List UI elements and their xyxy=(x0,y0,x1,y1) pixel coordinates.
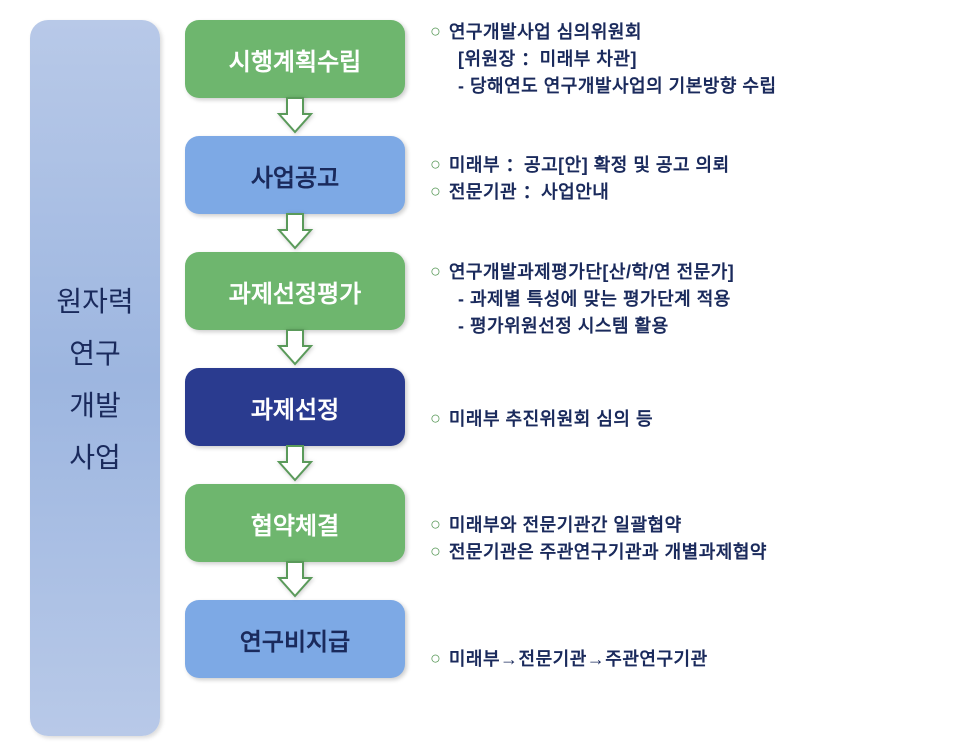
diagram-container: 원자력 연구 개발 사업 시행계획수립 사업공고 과제선정평가 과제선정 협약체… xyxy=(30,20,948,736)
desc-block-4: ○ 미래부 추진위원회 심의 등 xyxy=(430,380,948,458)
step-label: 연구비지급 xyxy=(240,622,350,657)
desc-block-1: ○ 연구개발사업 심의위원회 [위원장 ：미래부 차관] - 당해연도 연구개발사… xyxy=(430,20,948,98)
step-label: 과제선정평가 xyxy=(229,274,361,309)
bullet-icon: ○ xyxy=(430,512,441,537)
step-box-5: 협약체결 xyxy=(185,484,405,562)
sidebar-title-box: 원자력 연구 개발 사업 xyxy=(30,20,160,736)
desc-block-6: ○ 미래부→전문기관→주관연구기관 xyxy=(430,620,948,698)
bullet-icon: ○ xyxy=(430,259,441,284)
desc-sub: - 평가위원선정 시스템 활용 xyxy=(430,313,948,340)
step-box-2: 사업공고 xyxy=(185,136,405,214)
desc-block-2: ○ 미래부 ：공고[안] 확정 및 공고 의뢰 ○ 전문기관 ：사업안내 xyxy=(430,140,948,218)
bullet-icon: ○ xyxy=(430,406,441,431)
arrow-down-icon xyxy=(275,96,315,138)
desc-line: ○ 전문기관 ：사업안내 xyxy=(430,179,948,206)
desc-text: 연구개발과제평가단[산/학/연 전문가] xyxy=(449,259,734,286)
arrow-down-icon xyxy=(275,212,315,254)
arrow-down-icon xyxy=(275,444,315,486)
bullet-icon: ○ xyxy=(430,152,441,177)
desc-sub: [위원장 ：미래부 차관] xyxy=(430,46,948,73)
description-column: ○ 연구개발사업 심의위원회 [위원장 ：미래부 차관] - 당해연도 연구개발사… xyxy=(430,20,948,736)
desc-line: ○ 미래부→전문기관→주관연구기관 xyxy=(430,646,948,673)
desc-text: 미래부와 전문기관간 일괄협약 xyxy=(449,512,682,539)
step-label: 사업공고 xyxy=(251,158,339,193)
step-box-1: 시행계획수립 xyxy=(185,20,405,98)
desc-text: 미래부 추진위원회 심의 등 xyxy=(449,406,653,433)
desc-line: ○ 미래부 ：공고[안] 확정 및 공고 의뢰 xyxy=(430,152,948,179)
bullet-icon: ○ xyxy=(430,646,441,671)
desc-line: ○ 연구개발사업 심의위원회 xyxy=(430,19,948,46)
desc-text: 전문기관 ：사업안내 xyxy=(449,179,609,206)
desc-line: ○ 연구개발과제평가단[산/학/연 전문가] xyxy=(430,259,948,286)
arrow-down-icon xyxy=(275,560,315,602)
step-box-6: 연구비지급 xyxy=(185,600,405,678)
desc-sub: - 과제별 특성에 맞는 평가단계 적용 xyxy=(430,286,948,313)
step-box-4: 과제선정 xyxy=(185,368,405,446)
step-label: 과제선정 xyxy=(251,390,339,425)
desc-text: 미래부→전문기관→주관연구기관 xyxy=(449,646,708,673)
desc-line: ○ 미래부 추진위원회 심의 등 xyxy=(430,406,948,433)
arrow-down-icon xyxy=(275,328,315,370)
desc-sub: - 당해연도 연구개발사업의 기본방향 수립 xyxy=(430,73,948,100)
desc-text: 미래부 ：공고[안] 확정 및 공고 의뢰 xyxy=(449,152,730,179)
sidebar-line: 원자력 xyxy=(56,280,133,320)
step-box-3: 과제선정평가 xyxy=(185,252,405,330)
desc-text: 전문기관은 주관연구기관과 개별과제협약 xyxy=(449,539,767,566)
step-label: 시행계획수립 xyxy=(229,42,361,77)
sidebar-line: 연구 xyxy=(69,332,121,372)
flow-column: 시행계획수립 사업공고 과제선정평가 과제선정 협약체결 연구비지급 xyxy=(180,20,410,736)
sidebar-line: 개발 xyxy=(69,384,121,424)
desc-line: ○ 전문기관은 주관연구기관과 개별과제협약 xyxy=(430,539,948,566)
desc-text: 연구개발사업 심의위원회 xyxy=(449,19,642,46)
sidebar-line: 사업 xyxy=(69,436,121,476)
bullet-icon: ○ xyxy=(430,179,441,204)
desc-line: ○ 미래부와 전문기관간 일괄협약 xyxy=(430,512,948,539)
desc-block-3: ○ 연구개발과제평가단[산/학/연 전문가] - 과제별 특성에 맞는 평가단계 … xyxy=(430,260,948,338)
step-label: 협약체결 xyxy=(251,506,339,541)
desc-block-5: ○ 미래부와 전문기관간 일괄협약 ○ 전문기관은 주관연구기관과 개별과제협약 xyxy=(430,500,948,578)
bullet-icon: ○ xyxy=(430,539,441,564)
bullet-icon: ○ xyxy=(430,19,441,44)
